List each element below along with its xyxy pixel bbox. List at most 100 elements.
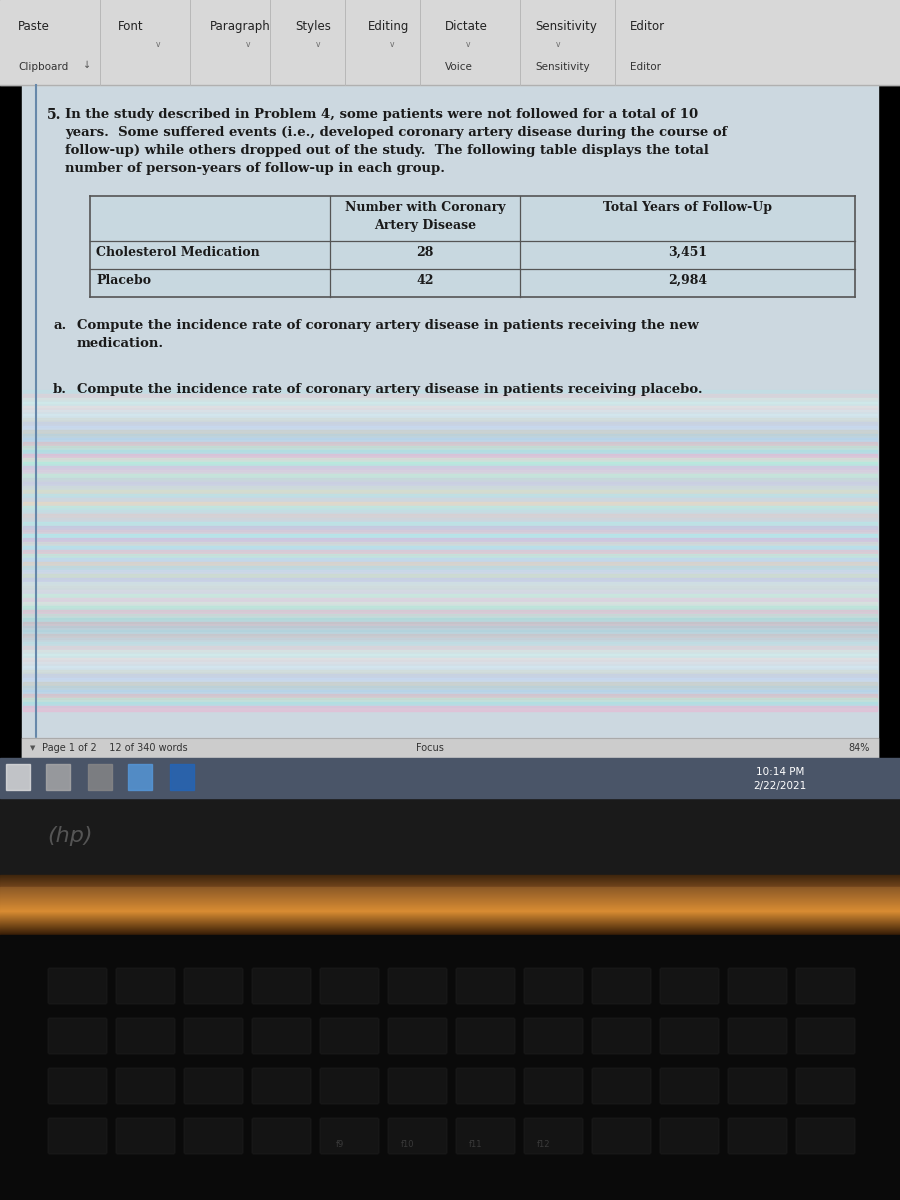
Bar bbox=[90, 196, 855, 296]
Bar bbox=[23, 650, 877, 654]
FancyBboxPatch shape bbox=[728, 1018, 787, 1054]
Text: (hp): (hp) bbox=[47, 826, 93, 846]
Bar bbox=[0, 0, 900, 85]
Bar bbox=[23, 638, 877, 642]
Bar bbox=[128, 764, 152, 790]
Bar bbox=[23, 446, 877, 450]
Text: In the study described in Problem 4, some patients were not followed for a total: In the study described in Problem 4, som… bbox=[65, 108, 698, 121]
FancyBboxPatch shape bbox=[456, 968, 515, 1004]
Text: Editing: Editing bbox=[368, 20, 410, 32]
Text: Total Years of Follow-Up: Total Years of Follow-Up bbox=[603, 200, 772, 214]
FancyBboxPatch shape bbox=[184, 1068, 243, 1104]
Bar bbox=[23, 390, 877, 395]
FancyBboxPatch shape bbox=[252, 1118, 311, 1154]
FancyBboxPatch shape bbox=[116, 1068, 175, 1104]
Bar bbox=[23, 502, 877, 506]
Text: Compute the incidence rate of coronary artery disease in patients receiving plac: Compute the incidence rate of coronary a… bbox=[77, 383, 703, 396]
Bar bbox=[23, 418, 877, 422]
Text: Font: Font bbox=[118, 20, 144, 32]
FancyBboxPatch shape bbox=[660, 1068, 719, 1104]
Bar bbox=[23, 666, 877, 671]
Bar bbox=[23, 546, 877, 551]
Text: Number with Coronary
Artery Disease: Number with Coronary Artery Disease bbox=[345, 200, 505, 232]
Bar bbox=[23, 454, 877, 458]
Bar bbox=[23, 626, 877, 630]
FancyBboxPatch shape bbox=[728, 968, 787, 1004]
Text: 2/22/2021: 2/22/2021 bbox=[753, 781, 806, 791]
Bar bbox=[23, 682, 877, 686]
Bar bbox=[6, 764, 30, 790]
Bar bbox=[23, 514, 877, 518]
FancyBboxPatch shape bbox=[524, 968, 583, 1004]
Text: ▼: ▼ bbox=[30, 745, 35, 751]
FancyBboxPatch shape bbox=[524, 1118, 583, 1154]
Text: years.  Some suffered events (i.e., developed coronary artery disease during the: years. Some suffered events (i.e., devel… bbox=[65, 126, 727, 139]
FancyBboxPatch shape bbox=[660, 1118, 719, 1154]
Bar bbox=[23, 642, 877, 647]
Text: Sensitivity: Sensitivity bbox=[535, 62, 590, 72]
Text: v: v bbox=[466, 40, 470, 49]
Bar bbox=[23, 478, 877, 482]
Text: 2,984: 2,984 bbox=[668, 274, 707, 287]
Bar bbox=[23, 678, 877, 683]
Bar bbox=[23, 606, 877, 611]
Text: Cholesterol Medication: Cholesterol Medication bbox=[96, 246, 260, 259]
Text: Paste: Paste bbox=[18, 20, 50, 32]
Bar bbox=[23, 562, 877, 566]
FancyBboxPatch shape bbox=[252, 1018, 311, 1054]
Text: f11: f11 bbox=[469, 1140, 482, 1150]
Bar bbox=[23, 450, 877, 455]
Text: 28: 28 bbox=[417, 246, 434, 259]
Text: ↓: ↓ bbox=[83, 60, 91, 70]
Text: f9: f9 bbox=[336, 1140, 344, 1150]
Bar bbox=[23, 534, 877, 539]
FancyBboxPatch shape bbox=[456, 1118, 515, 1154]
Bar bbox=[23, 494, 877, 498]
FancyBboxPatch shape bbox=[660, 1018, 719, 1054]
FancyBboxPatch shape bbox=[592, 968, 651, 1004]
FancyBboxPatch shape bbox=[320, 1018, 379, 1054]
Text: Styles: Styles bbox=[295, 20, 331, 32]
Bar bbox=[23, 474, 877, 479]
FancyBboxPatch shape bbox=[592, 1018, 651, 1054]
FancyBboxPatch shape bbox=[320, 1068, 379, 1104]
FancyBboxPatch shape bbox=[184, 1018, 243, 1054]
FancyBboxPatch shape bbox=[388, 968, 447, 1004]
Bar bbox=[23, 466, 877, 470]
Text: Editor: Editor bbox=[630, 20, 665, 32]
FancyBboxPatch shape bbox=[184, 1118, 243, 1154]
FancyBboxPatch shape bbox=[796, 968, 855, 1004]
Bar bbox=[23, 558, 877, 563]
FancyBboxPatch shape bbox=[320, 968, 379, 1004]
Bar bbox=[23, 706, 877, 710]
Bar bbox=[23, 586, 877, 590]
Bar bbox=[23, 538, 877, 542]
FancyBboxPatch shape bbox=[524, 1068, 583, 1104]
Bar bbox=[23, 614, 877, 618]
FancyBboxPatch shape bbox=[48, 1018, 107, 1054]
Bar bbox=[23, 406, 877, 410]
Bar bbox=[23, 398, 877, 402]
FancyBboxPatch shape bbox=[116, 1118, 175, 1154]
FancyBboxPatch shape bbox=[252, 1068, 311, 1104]
Bar bbox=[23, 402, 877, 407]
Text: Voice: Voice bbox=[445, 62, 473, 72]
Bar bbox=[23, 566, 877, 570]
Bar bbox=[23, 598, 877, 602]
Text: Page 1 of 2    12 of 340 words: Page 1 of 2 12 of 340 words bbox=[42, 743, 187, 754]
Text: v: v bbox=[556, 40, 560, 49]
Text: medication.: medication. bbox=[77, 337, 164, 350]
Text: v: v bbox=[246, 40, 250, 49]
Text: b.: b. bbox=[53, 383, 67, 396]
FancyBboxPatch shape bbox=[456, 1068, 515, 1104]
Text: Sensitivity: Sensitivity bbox=[535, 20, 597, 32]
Text: 42: 42 bbox=[416, 274, 434, 287]
Bar bbox=[23, 618, 877, 623]
Bar bbox=[23, 574, 877, 578]
Bar bbox=[23, 686, 877, 690]
Bar bbox=[23, 622, 877, 626]
FancyBboxPatch shape bbox=[592, 1118, 651, 1154]
Text: v: v bbox=[316, 40, 320, 49]
FancyBboxPatch shape bbox=[456, 1018, 515, 1054]
Bar bbox=[23, 482, 877, 486]
